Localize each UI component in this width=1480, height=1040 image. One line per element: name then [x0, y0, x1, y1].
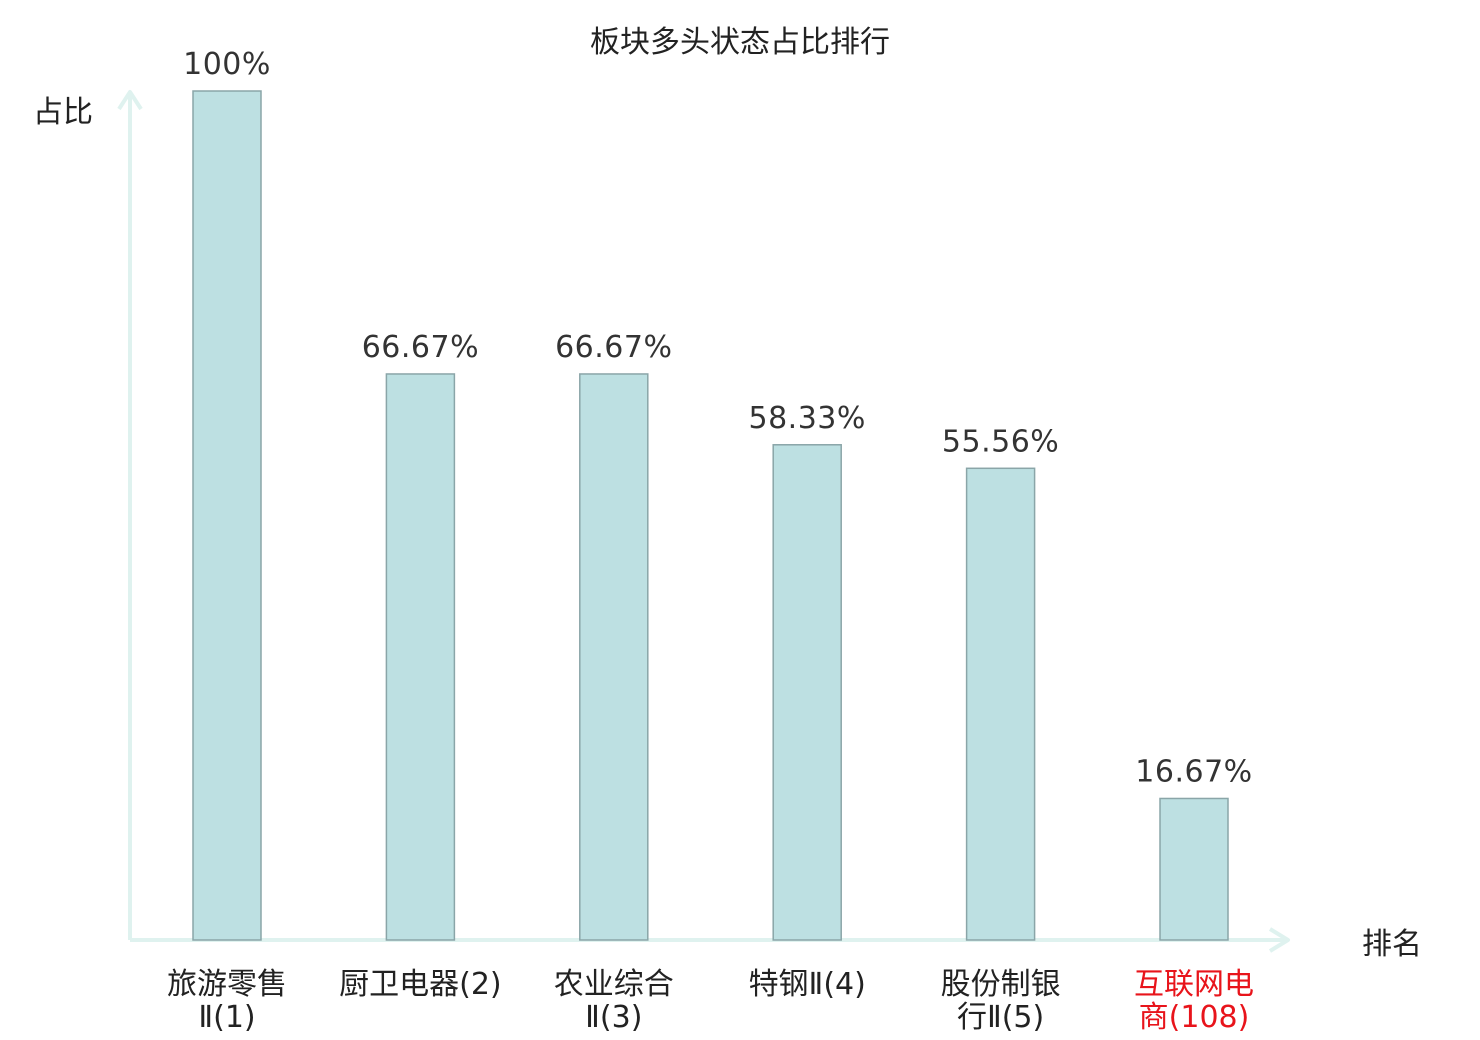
- category-label: 农业综合: [554, 967, 674, 1002]
- y-axis: [117, 90, 143, 940]
- y-axis-arrow-icon: [117, 90, 143, 111]
- value-label: 58.33%: [749, 401, 866, 436]
- chart-title: 板块多头状态占比排行: [590, 25, 890, 60]
- category-label: 互联网电: [1134, 967, 1254, 1002]
- category-label: 特钢Ⅱ(4): [749, 967, 866, 1002]
- x-axis: [130, 927, 1290, 953]
- value-label: 66.67%: [555, 330, 672, 365]
- bar: [192, 90, 262, 941]
- category-label: Ⅱ(1): [198, 1000, 255, 1035]
- category-label: 股份制银: [941, 967, 1061, 1002]
- x-axis-arrow-icon: [1268, 927, 1290, 953]
- bar: [385, 373, 456, 941]
- bar: [772, 444, 842, 941]
- value-labels-group: 100% 66.67% 66.67% 58.33% 55.56% 16.67%: [183, 47, 1252, 789]
- category-label: Ⅱ(3): [585, 1000, 642, 1035]
- bars-group: [192, 90, 1229, 941]
- x-axis-label: 排名: [1362, 927, 1422, 962]
- value-label: 66.67%: [362, 330, 479, 365]
- bar: [965, 467, 1036, 941]
- category-label: 商(108): [1139, 1000, 1250, 1035]
- category-label: 厨卫电器(2): [339, 967, 502, 1002]
- value-label: 100%: [183, 47, 271, 82]
- value-label: 16.67%: [1135, 754, 1252, 789]
- bar: [579, 373, 649, 941]
- bar: [1159, 797, 1229, 941]
- y-axis-label: 占比: [33, 95, 93, 130]
- category-label: 行Ⅱ(5): [957, 1000, 1044, 1035]
- category-label: 旅游零售: [167, 967, 287, 1002]
- value-label: 55.56%: [942, 424, 1059, 459]
